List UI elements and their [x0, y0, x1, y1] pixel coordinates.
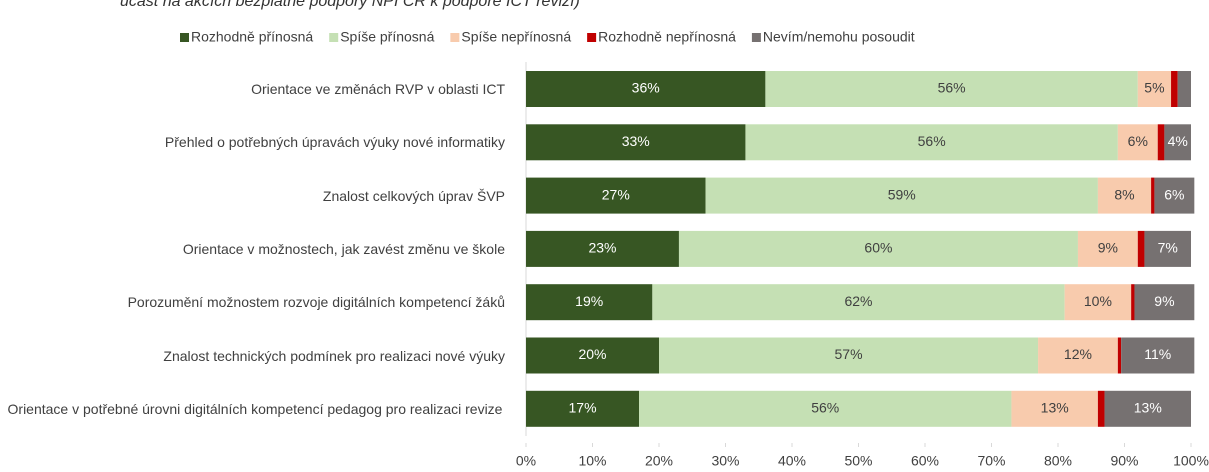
value-label: 19% — [575, 293, 603, 309]
bar-segment — [659, 337, 1039, 374]
value-label: 13% — [1134, 400, 1162, 416]
legend-swatch — [450, 33, 460, 42]
category-label: Porozumění možnostem rozvoje digitálních… — [127, 294, 505, 311]
value-label: 56% — [938, 80, 966, 96]
x-tick-label: 40% — [778, 453, 806, 469]
value-label: 17% — [569, 400, 597, 416]
value-label: 62% — [844, 293, 872, 309]
legend-label: Spíše přínosná — [340, 29, 434, 45]
value-label: 7% — [1158, 240, 1178, 256]
value-label: 9% — [1154, 293, 1174, 309]
value-label: 36% — [632, 80, 660, 96]
bar-segment — [1097, 177, 1152, 214]
category-label: Znalost celkových úprav ŠVP — [322, 187, 505, 204]
x-tick-label: 100% — [1173, 453, 1209, 469]
bar-segment — [526, 71, 766, 107]
bar-segment — [1064, 284, 1132, 321]
bar-segment — [639, 390, 1012, 427]
category-label: Orientace v potřebné úrovni digitálních … — [7, 400, 503, 417]
x-tick-label: 30% — [711, 453, 739, 469]
value-label: 6% — [1164, 186, 1184, 202]
x-tick-label: 0% — [516, 453, 536, 469]
bar-segment — [1038, 337, 1118, 374]
value-label: 8% — [1114, 186, 1134, 202]
bar-segment — [1177, 71, 1191, 107]
bar-segment — [1121, 337, 1195, 374]
bar-segment — [1134, 284, 1195, 321]
legend-label: Nevím/nemohu posoudit — [763, 29, 915, 45]
bar-segment — [526, 230, 679, 267]
value-label: 56% — [811, 400, 839, 416]
value-label: 60% — [864, 240, 892, 256]
value-label: 4% — [1168, 133, 1188, 149]
bar-segment — [1157, 124, 1165, 161]
value-label: 20% — [578, 346, 606, 362]
x-tick-label: 10% — [578, 453, 606, 469]
bar-segment — [1077, 230, 1138, 267]
value-label: 9% — [1098, 240, 1118, 256]
legend-swatch — [329, 33, 339, 42]
x-tick-label: 80% — [1044, 453, 1072, 469]
bar-segment — [1104, 390, 1191, 427]
legend-label: Spíše nepřínosná — [461, 29, 571, 45]
value-label: 10% — [1084, 293, 1112, 309]
value-label: 59% — [888, 186, 916, 202]
bar-segment — [526, 284, 653, 321]
bar-segment — [765, 71, 1138, 107]
x-tick-label: 70% — [977, 453, 1005, 469]
chart-title: účast na akcích bezplatné podpory NPI ČR… — [120, 0, 580, 10]
bar-segment — [526, 177, 706, 214]
x-tick-label: 20% — [645, 453, 673, 469]
bar-segment — [745, 124, 1118, 161]
value-label: 57% — [835, 346, 863, 362]
bar-segment — [1151, 177, 1155, 214]
bar-segment — [526, 124, 746, 161]
value-label: 5% — [1144, 80, 1164, 96]
value-label: 6% — [1128, 133, 1148, 149]
legend-label: Rozhodně přínosná — [191, 29, 313, 45]
category-label: Přehled o potřebných úpravách výuky nové… — [164, 134, 505, 151]
category-label: Znalost technických podmínek pro realiza… — [163, 347, 505, 364]
bar-segment — [1171, 71, 1178, 107]
bar-segment — [526, 337, 659, 374]
legend-swatch — [751, 33, 761, 42]
bar-segment — [1164, 124, 1191, 161]
category-label: Orientace v možnostech, jak zavést změnu… — [182, 240, 505, 257]
bar-segment — [1097, 390, 1105, 427]
bar-segment — [1154, 177, 1195, 214]
bar-segment — [1137, 71, 1172, 107]
bar-segment — [678, 230, 1078, 267]
value-label: 27% — [602, 186, 630, 202]
value-label: 23% — [588, 240, 616, 256]
bar-segment — [1144, 230, 1191, 267]
value-label: 33% — [622, 133, 650, 149]
value-label: 12% — [1064, 346, 1092, 362]
bar-segment — [705, 177, 1098, 214]
bar-segment — [652, 284, 1065, 321]
value-label: 13% — [1041, 400, 1069, 416]
legend-label: Rozhodně nepřínosná — [598, 29, 736, 45]
legend-swatch — [587, 33, 597, 42]
x-tick-label: 90% — [1110, 453, 1138, 469]
value-label: 11% — [1144, 346, 1171, 362]
legend-swatch — [180, 33, 189, 42]
bar-segment — [1117, 337, 1122, 374]
value-label: 56% — [918, 133, 946, 149]
bar-segment — [1131, 284, 1135, 321]
category-label: Orientace ve změnách RVP v oblasti ICT — [251, 81, 505, 97]
bar-segment — [1137, 230, 1145, 267]
bar-segment — [1117, 124, 1158, 161]
x-tick-label: 60% — [911, 453, 939, 469]
bar-segment — [526, 390, 640, 427]
x-tick-label: 50% — [844, 453, 872, 469]
bar-segment — [1011, 390, 1098, 427]
